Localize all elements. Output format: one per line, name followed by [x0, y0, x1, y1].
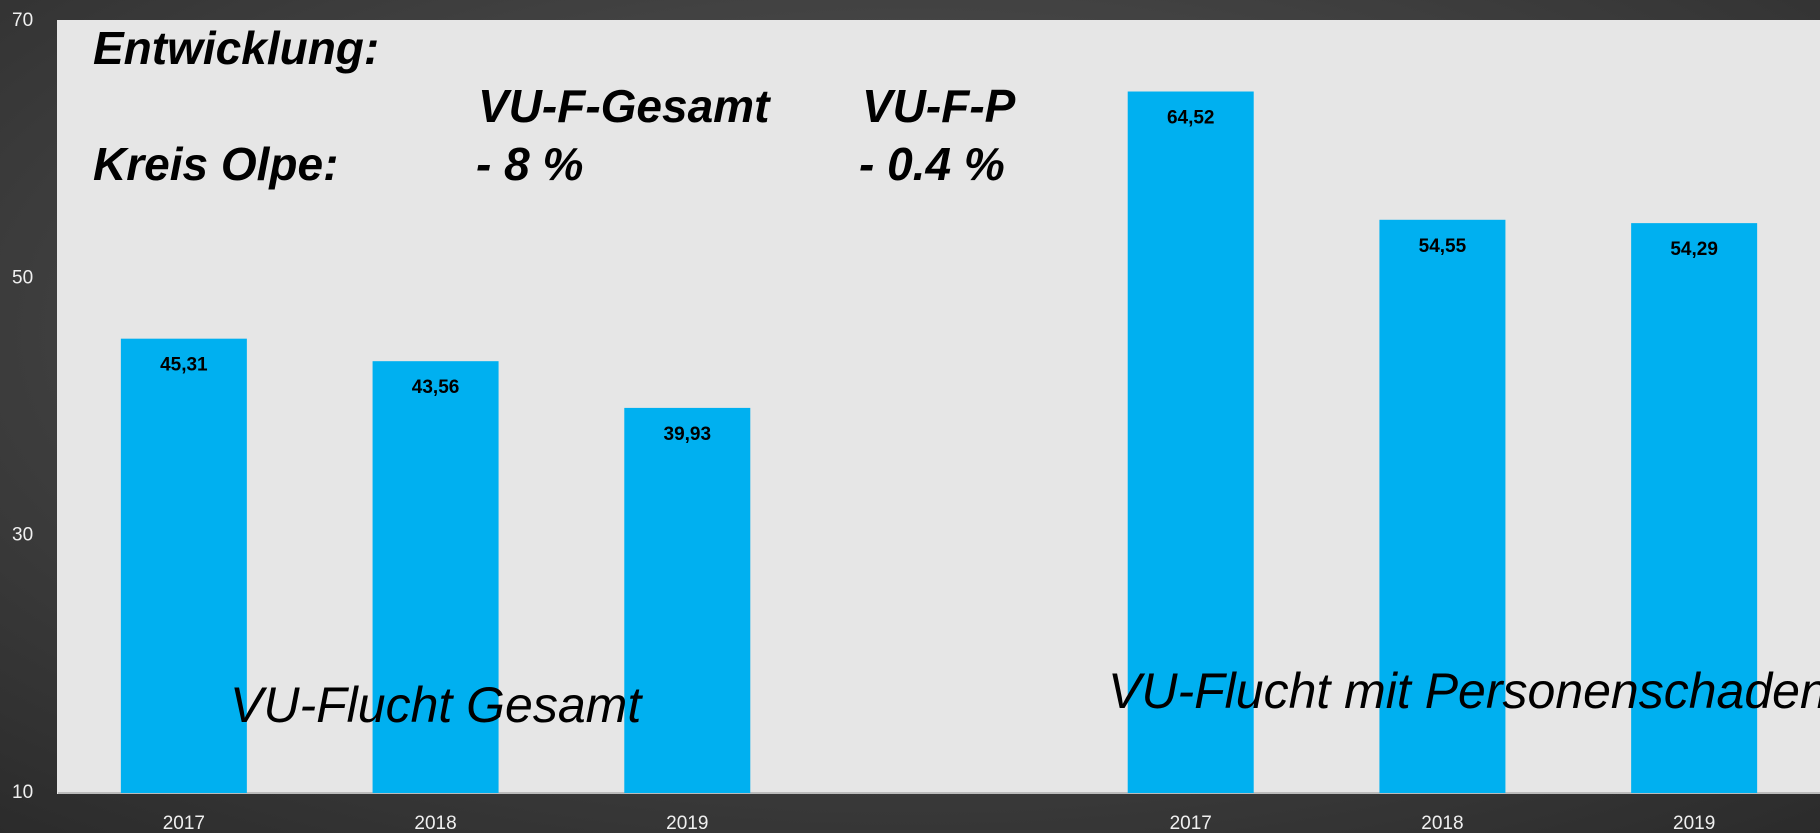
- plot-area: [57, 20, 1820, 794]
- value-label: 39,93: [664, 424, 712, 445]
- value-label: 54,29: [1670, 239, 1718, 260]
- x-tick-label: 2019: [1673, 813, 1715, 833]
- bar: [1127, 91, 1254, 793]
- value-label: 43,56: [412, 377, 460, 398]
- annotation: - 8 %: [476, 138, 583, 190]
- x-tick-label: 2017: [163, 813, 205, 833]
- annotation: Entwicklung:: [93, 22, 379, 74]
- x-tick-label: 2018: [414, 813, 456, 833]
- annotation: VU-F-P: [862, 80, 1016, 132]
- bar: [1379, 219, 1506, 794]
- value-label: 64,52: [1167, 108, 1215, 129]
- bar: [624, 407, 751, 793]
- annotation: VU-Flucht Gesamt: [230, 677, 643, 733]
- bar: [120, 338, 247, 793]
- annotation: - 0.4 %: [859, 138, 1005, 190]
- value-label: 54,55: [1419, 236, 1467, 257]
- y-tick-label: 70: [12, 10, 33, 31]
- value-label: 45,31: [160, 355, 208, 376]
- bar: [1631, 223, 1758, 794]
- x-tick-label: 2018: [1421, 813, 1463, 833]
- y-tick-label: 50: [12, 267, 33, 288]
- y-tick-label: 30: [12, 525, 33, 546]
- y-tick-label: 10: [12, 782, 33, 803]
- annotation: VU-F-Gesamt: [478, 80, 771, 132]
- bar: [372, 361, 499, 793]
- x-tick-label: 2017: [1170, 813, 1212, 833]
- annotation: Kreis Olpe:: [93, 138, 338, 190]
- annotation: VU-Flucht mit Personenschaden: [1108, 663, 1820, 719]
- x-tick-label: 2019: [666, 813, 708, 833]
